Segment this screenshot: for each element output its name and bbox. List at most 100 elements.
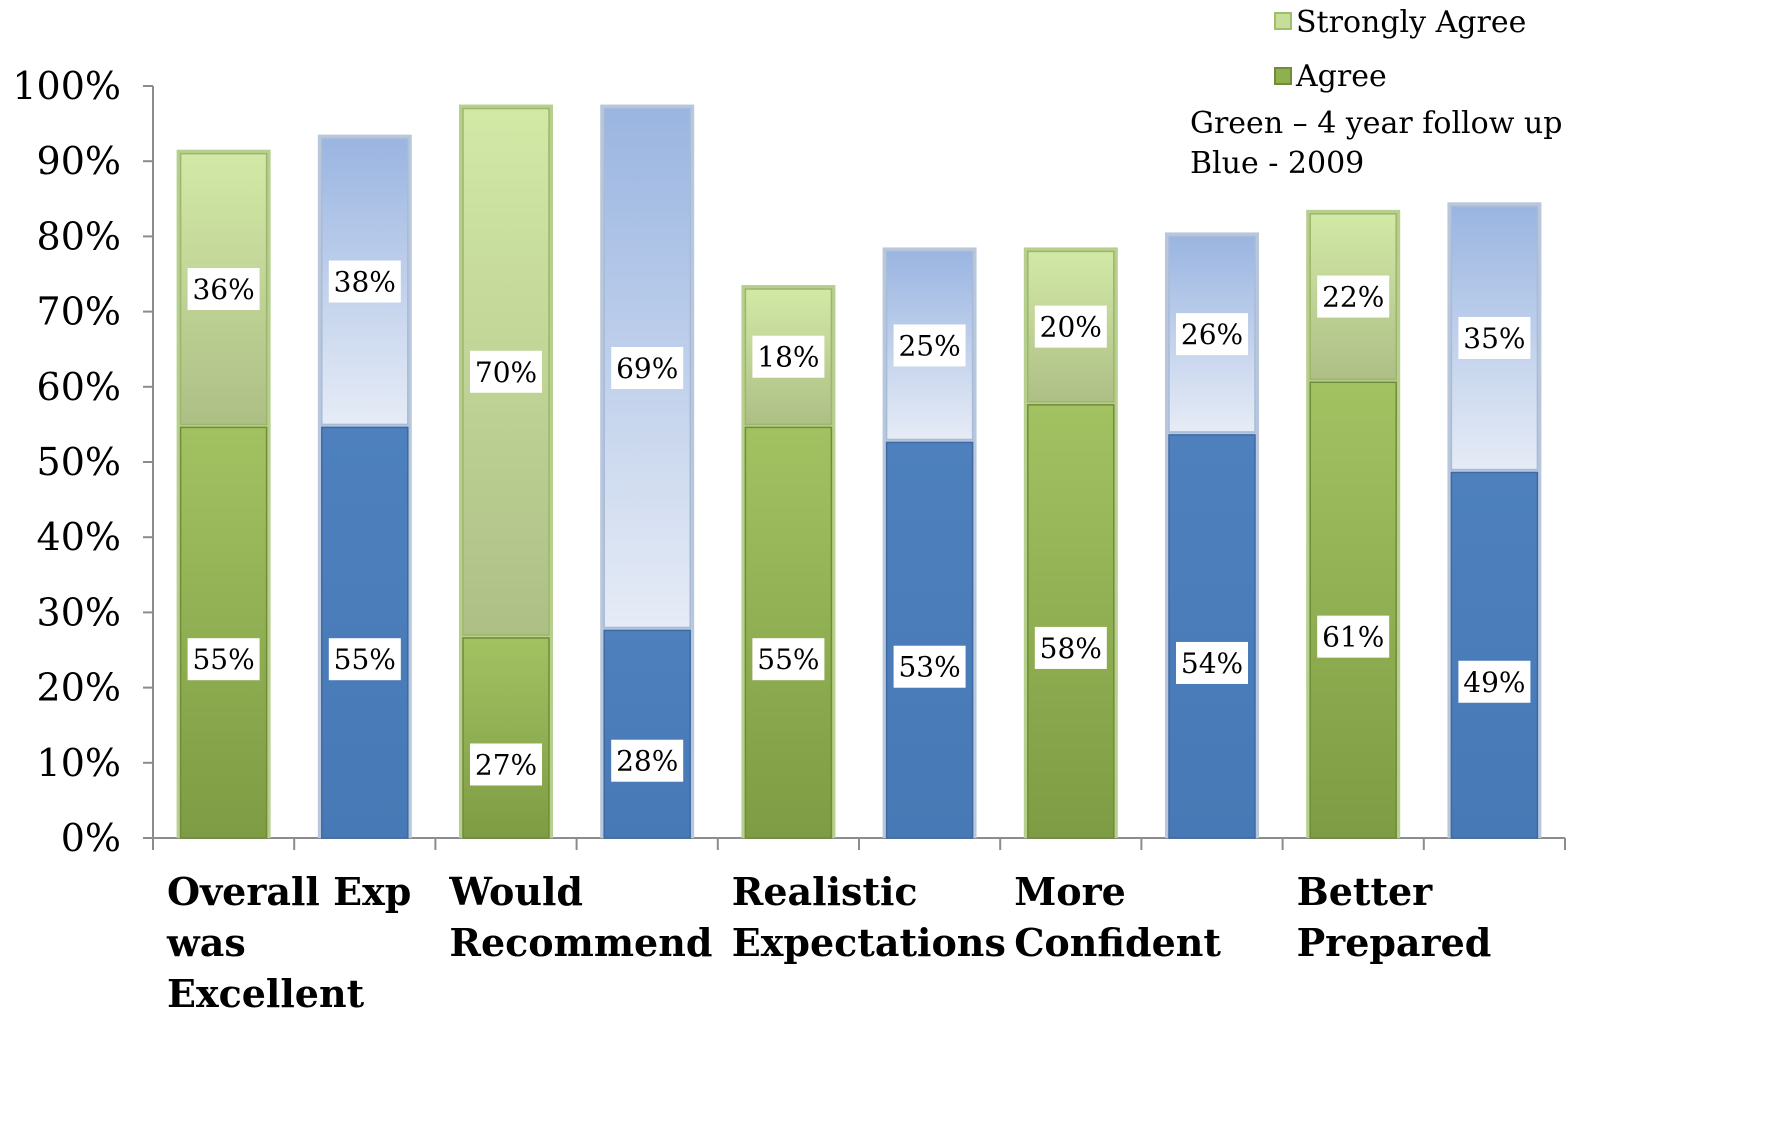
data-label-text: 55%: [757, 643, 819, 676]
data-label-text: 61%: [1322, 621, 1384, 654]
data-label-text: 36%: [192, 273, 254, 306]
data-label-text: 25%: [898, 329, 960, 362]
category-label-line: Recommend: [449, 920, 712, 965]
data-label-strongly-agree: 69%: [611, 347, 684, 389]
y-tick-label: 80%: [37, 214, 121, 258]
data-label-text: 53%: [898, 651, 960, 684]
bar-agree: [321, 426, 409, 839]
bar-agree: [1450, 471, 1539, 839]
bar-agree: [179, 426, 268, 839]
y-tick-label: 100%: [12, 64, 121, 108]
data-label-strongly-agree: 70%: [470, 350, 542, 393]
category-label-line: Expectations: [732, 920, 1006, 965]
category-label: Would Recommend: [448, 869, 712, 965]
data-label-box: [328, 260, 401, 303]
bar-agree: [1168, 434, 1256, 839]
data-label-text: 26%: [1181, 318, 1243, 351]
data-label-text: 55%: [192, 643, 254, 676]
data-label-box: [752, 335, 825, 378]
data-label-text: 49%: [1463, 666, 1525, 699]
chart-bars: [176, 104, 1542, 839]
data-label-strongly-agree: 36%: [187, 268, 260, 311]
bar-agree: [744, 426, 833, 839]
legend-swatch-strongly-agree: [1274, 12, 1292, 30]
category-label-line: Prepared: [1297, 920, 1492, 965]
data-label-agree: 28%: [611, 739, 684, 782]
data-label-agree: 55%: [328, 638, 401, 681]
category-label: Overall Exp was Excellent: [166, 869, 411, 1016]
y-tick-label: 10%: [37, 741, 121, 785]
legend-label-strongly-agree: Strongly Agree: [1296, 5, 1526, 40]
data-label-text: 18%: [757, 341, 819, 374]
data-label-box: [893, 324, 966, 367]
data-label-text: 20%: [1040, 311, 1102, 344]
legend-swatch-agree: [1274, 67, 1292, 85]
chart-axes: 0% 10% 20% 30% 40% 50% 60% 70% 80% 90% 100% Overall…: [12, 64, 1566, 1016]
chart-data-labels: 36% 55% 38% 55% 70% 27% 69% 28% 18% 55% 25% 53% 20% 5…: [187, 260, 1531, 786]
data-label-text: 58%: [1040, 632, 1102, 665]
data-label-box: [1034, 626, 1107, 669]
data-label-text: 38%: [334, 266, 396, 299]
y-tick-label: 40%: [37, 515, 121, 559]
data-label-box: [611, 347, 684, 389]
data-label-text: 69%: [616, 352, 678, 385]
data-label-strongly-agree: 38%: [328, 260, 401, 303]
y-tick-label: 0%: [61, 816, 121, 860]
data-label-text: 70%: [475, 356, 537, 389]
legend-item-agree: Agree: [1274, 59, 1387, 94]
data-label-strongly-agree: 18%: [752, 335, 825, 378]
data-label-box: [752, 638, 825, 681]
data-label-box: [611, 739, 684, 782]
data-label-agree: 53%: [893, 645, 966, 688]
y-tick-label: 60%: [37, 365, 121, 409]
data-label-box: [470, 743, 542, 786]
category-label: More Confident: [1014, 869, 1221, 965]
data-label-box: [328, 638, 401, 681]
data-label-text: 55%: [334, 643, 396, 676]
data-label-agree: 55%: [752, 638, 825, 681]
category-label-line: Better: [1297, 869, 1434, 914]
data-label-agree: 54%: [1176, 641, 1248, 684]
category-label-line: Would: [448, 869, 583, 914]
data-label-box: [1317, 615, 1390, 658]
data-label-box: [1458, 316, 1531, 359]
data-label-text: 54%: [1181, 647, 1243, 680]
data-label-strongly-agree: 25%: [893, 324, 966, 367]
data-label-box: [1176, 313, 1248, 356]
data-label-agree: 49%: [1458, 660, 1531, 703]
data-label-strongly-agree: 26%: [1176, 313, 1248, 356]
note-green: Green – 4 year follow up: [1190, 106, 1562, 141]
data-label-text: 27%: [475, 748, 537, 781]
legend-item-strongly-agree: Strongly Agree: [1274, 5, 1526, 40]
note-blue: Blue - 2009: [1190, 146, 1364, 181]
y-tick-label: 70%: [37, 290, 121, 334]
bar-agree: [603, 629, 691, 839]
data-label-box: [1034, 305, 1107, 348]
data-label-box: [893, 645, 966, 688]
bar-agree: [885, 441, 974, 839]
data-label-box: [1458, 660, 1531, 703]
category-label-line: Realistic: [732, 869, 918, 914]
bar-agree: [462, 637, 550, 839]
category-label: Realistic Expectations: [732, 869, 1006, 965]
data-label-agree: 55%: [187, 638, 260, 681]
bar-agree: [1027, 404, 1115, 839]
y-tick-label: 50%: [37, 440, 121, 484]
category-label-line: was: [166, 920, 246, 965]
category-label-line: Excellent: [167, 971, 365, 1016]
y-tick-label: 20%: [37, 666, 121, 710]
data-label-box: [1317, 275, 1390, 318]
category-label-line: Confident: [1014, 920, 1221, 965]
data-label-agree: 61%: [1317, 615, 1390, 658]
category-label: Better Prepared: [1297, 869, 1492, 965]
data-label-text: 22%: [1322, 281, 1384, 314]
data-label-box: [187, 268, 260, 311]
data-label-box: [1176, 641, 1248, 684]
data-label-box: [470, 350, 542, 393]
data-label-agree: 27%: [470, 743, 542, 786]
data-label-strongly-agree: 35%: [1458, 316, 1531, 359]
y-tick-label: 90%: [37, 139, 121, 183]
data-label-box: [187, 638, 260, 681]
data-label-text: 28%: [616, 745, 678, 778]
